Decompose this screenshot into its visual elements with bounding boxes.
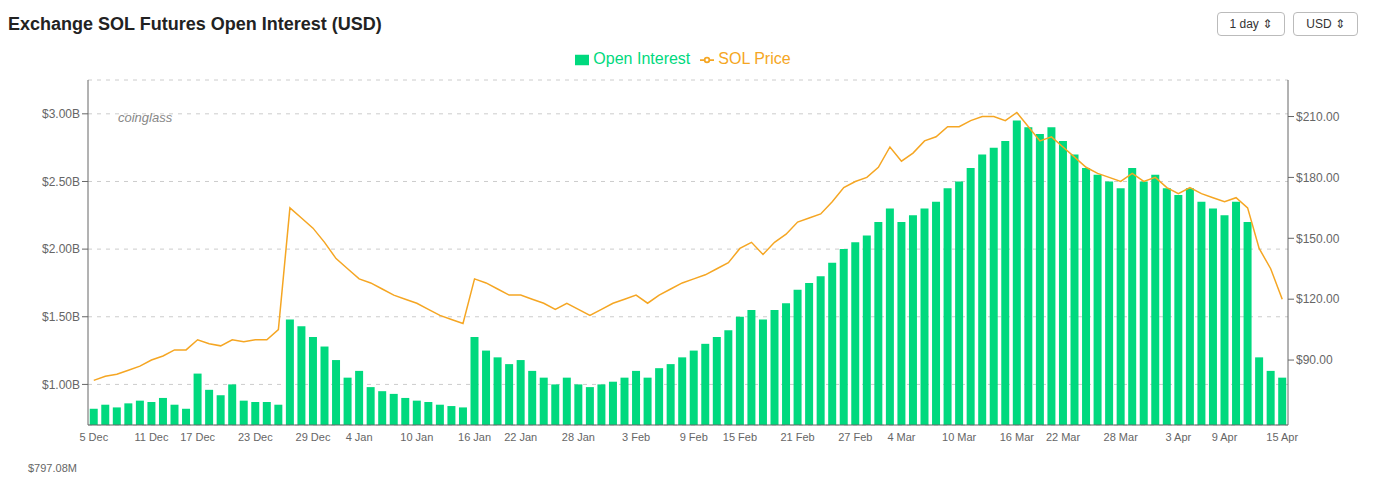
svg-text:3 Apr: 3 Apr bbox=[1166, 431, 1192, 443]
html-text:SOL Price: SOL Price bbox=[718, 50, 791, 67]
svg-text:$3.00B: $3.00B bbox=[42, 107, 80, 121]
svg-text:10 Mar: 10 Mar bbox=[942, 431, 977, 443]
svg-text:$180.00: $180.00 bbox=[1296, 171, 1340, 185]
svg-text:27 Feb: 27 Feb bbox=[838, 431, 872, 443]
svg-text:15 Apr: 15 Apr bbox=[1266, 431, 1298, 443]
svg-text:22 Mar: 22 Mar bbox=[1046, 431, 1081, 443]
svg-text:$90.00: $90.00 bbox=[1296, 353, 1333, 367]
svg-text:4 Jan: 4 Jan bbox=[346, 431, 373, 443]
svg-text:15 Feb: 15 Feb bbox=[723, 431, 757, 443]
svg-text:5 Dec: 5 Dec bbox=[79, 431, 108, 443]
svg-text:$210.00: $210.00 bbox=[1296, 110, 1340, 124]
svg-text:29 Dec: 29 Dec bbox=[296, 431, 331, 443]
svg-text:$150.00: $150.00 bbox=[1296, 232, 1340, 246]
html-text:$797.08M: $797.08M bbox=[28, 462, 77, 474]
svg-text:17 Dec: 17 Dec bbox=[180, 431, 215, 443]
svg-text:$2.00B: $2.00B bbox=[42, 242, 80, 256]
svg-text:28 Mar: 28 Mar bbox=[1104, 431, 1139, 443]
svg-text:$1.00B: $1.00B bbox=[42, 378, 80, 392]
svg-text:11 Dec: 11 Dec bbox=[134, 431, 169, 443]
html-text:coinglass: coinglass bbox=[118, 110, 173, 125]
svg-text:22 Jan: 22 Jan bbox=[504, 431, 537, 443]
html-text:USD ⇕: USD ⇕ bbox=[1306, 17, 1345, 31]
html-text:Exchange SOL Futures Open Inte: Exchange SOL Futures Open Interest (USD) bbox=[8, 13, 382, 34]
svg-text:9 Feb: 9 Feb bbox=[680, 431, 708, 443]
svg-text:3 Feb: 3 Feb bbox=[622, 431, 650, 443]
svg-text:4 Mar: 4 Mar bbox=[887, 431, 915, 443]
svg-text:10 Jan: 10 Jan bbox=[400, 431, 433, 443]
svg-text:16 Jan: 16 Jan bbox=[458, 431, 491, 443]
svg-text:28 Jan: 28 Jan bbox=[562, 431, 595, 443]
svg-text:16 Mar: 16 Mar bbox=[1000, 431, 1035, 443]
svg-text:$2.50B: $2.50B bbox=[42, 175, 80, 189]
svg-text:23 Dec: 23 Dec bbox=[238, 431, 273, 443]
html-text:1 day ⇕: 1 day ⇕ bbox=[1229, 17, 1273, 31]
svg-text:9 Apr: 9 Apr bbox=[1212, 431, 1238, 443]
html-text:Open Interest: Open Interest bbox=[593, 50, 691, 67]
svg-text:$120.00: $120.00 bbox=[1296, 292, 1340, 306]
svg-text:21 Feb: 21 Feb bbox=[780, 431, 814, 443]
svg-text:$1.50B: $1.50B bbox=[42, 310, 80, 324]
